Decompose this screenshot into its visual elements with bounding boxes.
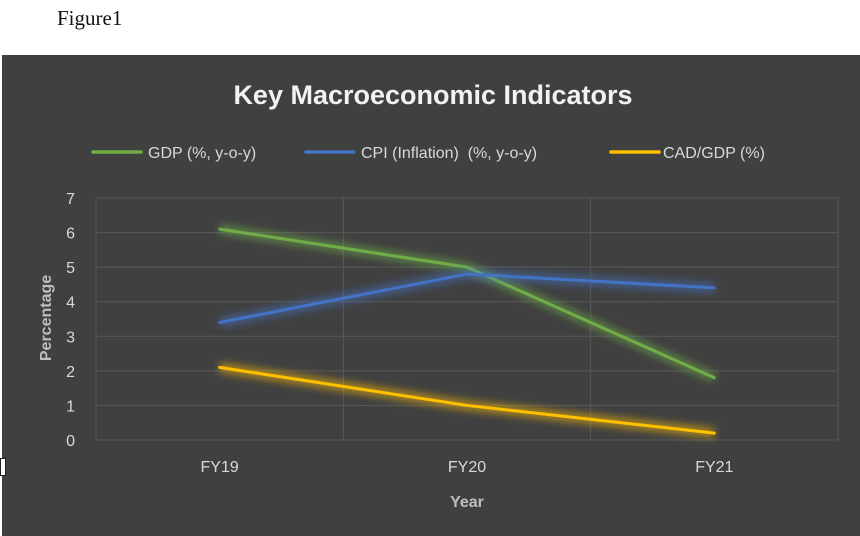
figure-caption: Figure1 [57, 6, 123, 30]
y-tick-label: 2 [66, 364, 75, 381]
x-axis-title: Year [450, 494, 484, 511]
y-axis-title: Percentage [38, 275, 55, 361]
y-tick-label: 4 [66, 295, 75, 312]
y-tick-label: 1 [66, 398, 75, 415]
legend-label: CPI (Inflation) (%, y-o-y) [361, 145, 537, 162]
legend-label: CAD/GDP (%) [663, 145, 765, 162]
y-tick-label: 0 [66, 433, 75, 450]
chart-area [2, 55, 860, 536]
x-tick-label: FY21 [695, 459, 733, 476]
y-axis-ticks: 0 1 2 3 4 5 6 7 [66, 191, 75, 450]
y-tick-label: 5 [66, 260, 75, 277]
series-line [218, 227, 716, 380]
edge-marker [0, 458, 6, 476]
legend: GDP (%, y-o-y) CPI (Inflation) (%, y-o-y)… [91, 145, 765, 162]
series-line [218, 365, 716, 435]
y-tick-label: 7 [66, 191, 75, 208]
legend-label: GDP (%, y-o-y) [148, 145, 256, 162]
series-glow [218, 362, 715, 439]
x-tick-label: FY20 [448, 459, 486, 476]
x-axis-ticks: FY19 FY20 FY21 [201, 459, 734, 476]
series-glow [218, 269, 715, 328]
x-tick-label: FY19 [201, 459, 239, 476]
chart-title: Key Macroeconomic Indicators [233, 80, 632, 110]
series-lines [218, 224, 717, 439]
y-tick-label: 6 [66, 226, 75, 243]
series-line [218, 272, 716, 324]
y-tick-label: 3 [66, 329, 75, 346]
